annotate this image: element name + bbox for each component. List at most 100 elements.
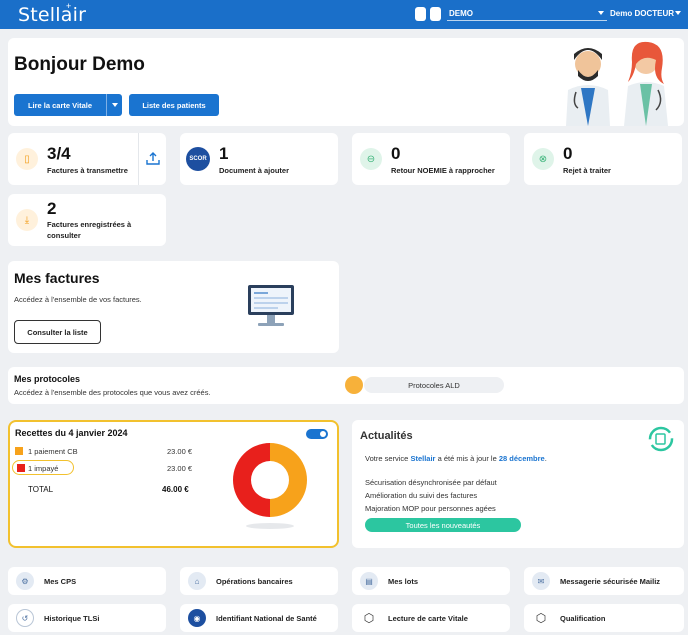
tile-bank-operations[interactable]: ⌂ Opérations bancaires — [180, 567, 338, 595]
revenue-total-amount: 46.00 € — [162, 485, 189, 494]
invoices-card: Mes factures Accédez à l'ensemble de vos… — [8, 261, 339, 353]
tile-label: Identifiant National de Santé — [216, 614, 317, 623]
tile-my-lots[interactable]: ▤ Mes lots — [352, 567, 510, 595]
stat-value: 1 — [219, 144, 229, 163]
link-icon: ⊖ — [360, 148, 382, 170]
update-date-link[interactable]: 28 décembre — [498, 454, 545, 463]
patient-list-button[interactable]: Liste des patients — [129, 94, 219, 116]
read-card-dropdown-button[interactable] — [106, 94, 122, 116]
stat-card-rejects[interactable]: ⊗ 0 Rejet à traiter — [524, 133, 682, 185]
stat-label: Factures à transmettre — [47, 166, 128, 175]
tile-label: Mes CPS — [44, 577, 77, 586]
doctors-illustration — [566, 41, 668, 126]
protocols-title: Mes protocoles — [14, 374, 81, 384]
computer-illustration — [248, 285, 294, 326]
tile-tlsi-history[interactable]: ↺ Historique TLSi — [8, 604, 166, 632]
chevron-down-icon[interactable] — [675, 11, 681, 15]
protocols-description: Accédez à l'ensemble des protocoles que … — [14, 388, 211, 397]
revenue-toggle[interactable] — [306, 429, 328, 439]
protocol-pill-icon — [345, 376, 363, 394]
news-card: Actualités Votre service Stellair a été … — [352, 420, 684, 548]
account-select-underline — [447, 20, 607, 21]
tile-qualification[interactable]: ⬡ Qualification — [524, 604, 684, 632]
stat-label: Document à ajouter — [219, 166, 290, 175]
gear-icon: ⚙ — [16, 572, 34, 590]
news-title: Actualités — [360, 430, 413, 442]
stat-value: 0 — [563, 144, 573, 163]
tile-my-cps[interactable]: ⚙ Mes CPS — [8, 567, 166, 595]
send-icon[interactable] — [146, 151, 160, 165]
protocols-card: Mes protocoles Accédez à l'ensemble des … — [8, 367, 684, 404]
stat-label: Retour NOEMIE à rapprocher — [391, 166, 495, 175]
revenue-row-amount: 23.00 € — [167, 464, 193, 473]
tile-label: Mes lots — [388, 577, 419, 586]
app-logo[interactable]: Stellair — [18, 4, 87, 26]
stat-value: 0 — [391, 144, 401, 163]
revenue-row-label: 1 impayé — [28, 464, 59, 473]
tile-label: Lecture de carte Vitale — [388, 614, 468, 623]
chart-shadow — [246, 523, 294, 529]
stat-value: 3/4 — [47, 144, 71, 163]
welcome-card: Bonjour Demo Lire la carte Vitale Liste … — [8, 38, 684, 126]
stat-label: Rejet à traiter — [563, 166, 611, 175]
invoices-description: Accédez à l'ensemble de vos factures. — [14, 295, 142, 304]
update-prefix: Votre service — [365, 454, 409, 463]
stat-label-line1: Factures enregistrées à — [47, 220, 132, 229]
invoices-title: Mes factures — [14, 270, 100, 286]
view-list-button[interactable]: Consulter la liste — [14, 320, 101, 344]
news-item: Sécurisation désynchronisée par défaut — [365, 478, 497, 487]
donut-slice-unpaid — [233, 443, 270, 517]
tile-label: Historique TLSi — [44, 614, 100, 623]
lots-icon: ▤ — [360, 572, 378, 590]
cube-icon: ⬡ — [360, 609, 378, 627]
update-suffix: . — [544, 454, 547, 463]
tile-label: Qualification — [560, 614, 606, 623]
revenue-title: Recettes du 4 janvier 2024 — [15, 428, 128, 438]
bank-icon: ⌂ — [188, 572, 206, 590]
card-reader-icon[interactable] — [430, 7, 441, 21]
tile-ins[interactable]: ◉ Identifiant National de Santé — [180, 604, 338, 632]
refresh-news-icon[interactable] — [648, 426, 674, 452]
account-select[interactable]: DEMO — [449, 9, 473, 18]
scor-badge-icon: SCOR — [186, 147, 210, 171]
shield-icon[interactable] — [415, 7, 426, 21]
logo-star-icon: + — [66, 1, 72, 11]
divider — [138, 133, 139, 185]
news-item: Majoration MOP pour personnes agées — [365, 504, 496, 513]
stat-card-saved-invoices[interactable]: ⤓ 2 Factures enregistrées à consulter — [8, 194, 166, 246]
legend-swatch-unpaid — [17, 464, 25, 472]
cube-icon: ⬡ — [532, 609, 550, 627]
legend-swatch-cb — [15, 447, 23, 455]
donut-slice-cb — [270, 443, 307, 517]
stat-card-noemie[interactable]: ⊖ 0 Retour NOEMIE à rapprocher — [352, 133, 510, 185]
download-icon: ⤓ — [16, 209, 38, 231]
mail-icon: ✉ — [532, 572, 550, 590]
update-middle: a été mis à jour le — [437, 454, 497, 463]
tile-secure-mail[interactable]: ✉ Messagerie sécurisée Mailiz — [524, 567, 684, 595]
tile-vitale-reading[interactable]: ⬡ Lecture de carte Vitale — [352, 604, 510, 632]
revenue-card: Recettes du 4 janvier 2024 1 paiement CB… — [8, 420, 339, 548]
tile-label: Opérations bancaires — [216, 577, 293, 586]
revenue-row-label: 1 paiement CB — [28, 447, 78, 456]
stat-value: 2 — [47, 199, 57, 218]
stat-card-invoices-to-send[interactable]: ▯ 3/4 Factures à transmettre — [8, 133, 166, 185]
protocols-ald-pill[interactable]: Protocoles ALD — [364, 377, 504, 393]
all-news-button[interactable]: Toutes les nouveautés — [365, 518, 521, 532]
read-vitale-card-button[interactable]: Lire la carte Vitale — [14, 94, 106, 116]
unpaid-highlight — [12, 460, 74, 475]
news-update-line: Votre service Stellair a été mis à jour … — [365, 454, 547, 463]
stat-card-documents[interactable]: SCOR 1 Document à ajouter — [180, 133, 338, 185]
reject-icon: ⊗ — [532, 148, 554, 170]
document-icon: ▯ — [16, 148, 38, 170]
page-title: Bonjour Demo — [14, 54, 145, 75]
user-menu[interactable]: Demo DOCTEUR — [610, 9, 675, 18]
tile-label: Messagerie sécurisée Mailiz — [560, 577, 661, 586]
ins-icon: ◉ — [188, 609, 206, 627]
revenue-row-amount: 23.00 € — [167, 447, 193, 456]
tlsi-icon: ↺ — [16, 609, 34, 627]
top-bar: Stellair + DEMO Demo DOCTEUR — [0, 0, 688, 29]
news-item: Amélioration du suivi des factures — [365, 491, 478, 500]
revenue-donut-chart — [233, 443, 307, 529]
update-brand-link[interactable]: Stellair — [410, 454, 436, 463]
chevron-down-icon[interactable] — [598, 11, 604, 15]
